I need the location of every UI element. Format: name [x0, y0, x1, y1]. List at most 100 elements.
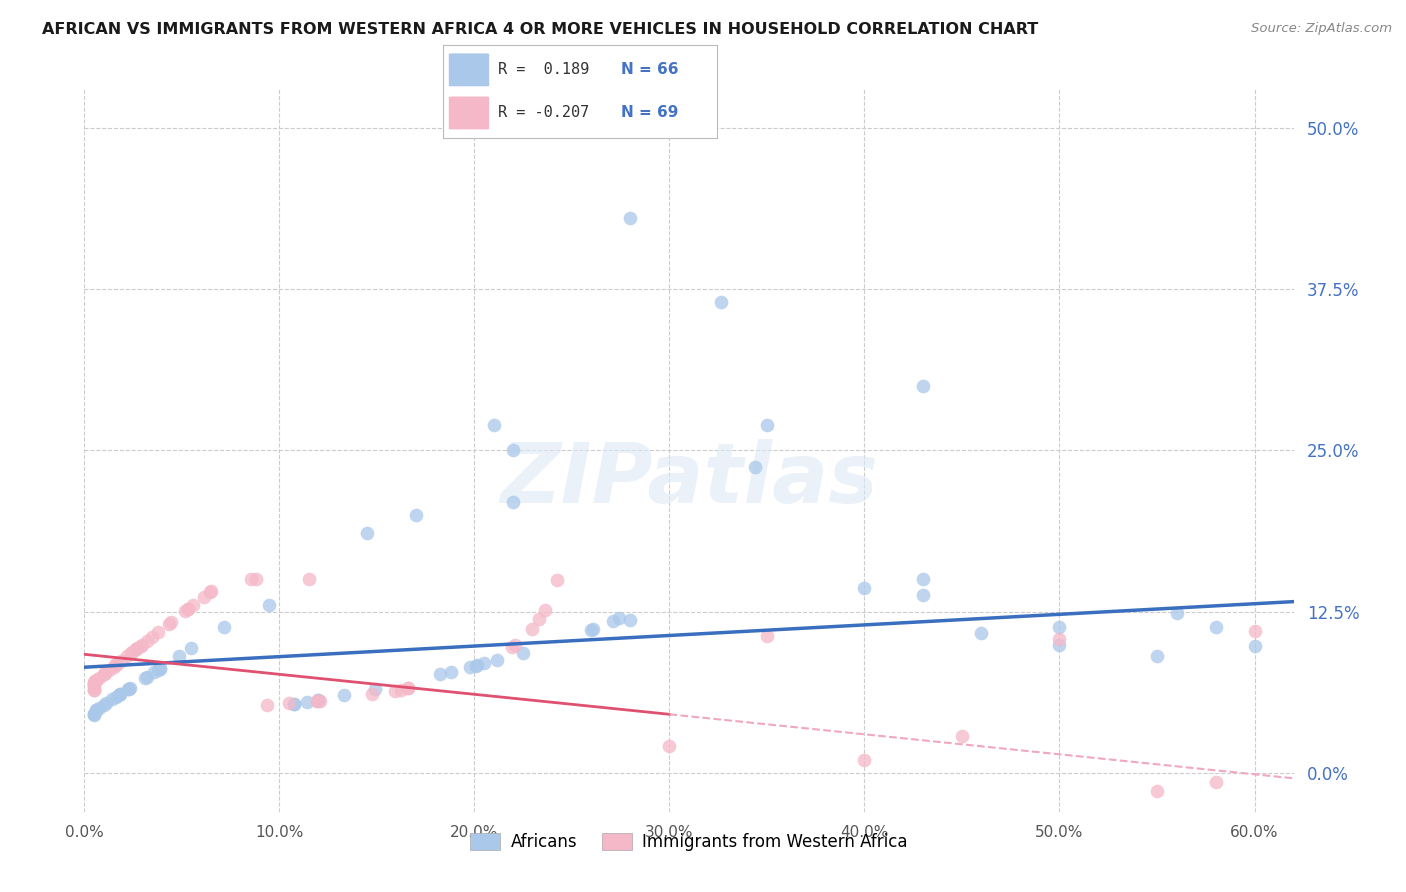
Point	[93, 666, 115, 681]
Point	[131, 638, 153, 652]
Point	[174, 604, 197, 618]
Point	[83, 683, 105, 698]
Point	[212, 620, 235, 634]
Point	[83, 677, 105, 691]
Point	[93, 667, 115, 681]
Point	[93, 698, 115, 712]
Point	[183, 598, 205, 612]
Point	[579, 623, 602, 637]
Point	[142, 665, 165, 680]
Point	[582, 622, 605, 636]
Point	[307, 694, 329, 708]
Point	[502, 495, 524, 509]
Point	[94, 696, 117, 710]
Point	[529, 612, 551, 626]
Point	[83, 676, 105, 690]
Point	[125, 642, 148, 657]
Point	[87, 671, 110, 685]
Point	[108, 688, 131, 702]
Point	[135, 634, 157, 648]
Point	[104, 658, 127, 673]
Point	[117, 681, 139, 696]
Point	[149, 661, 172, 675]
Point	[127, 641, 149, 656]
Point	[135, 670, 157, 684]
Point	[333, 688, 356, 702]
Point	[134, 671, 156, 685]
Point	[384, 683, 406, 698]
Point	[240, 573, 263, 587]
Point	[1146, 648, 1168, 663]
Point	[396, 681, 419, 695]
Point	[482, 417, 505, 432]
Point	[356, 526, 378, 541]
Point	[83, 683, 105, 698]
Point	[98, 663, 121, 677]
Text: AFRICAN VS IMMIGRANTS FROM WESTERN AFRICA 4 OR MORE VEHICLES IN HOUSEHOLD CORREL: AFRICAN VS IMMIGRANTS FROM WESTERN AFRIC…	[42, 22, 1039, 37]
Point	[658, 739, 681, 753]
Point	[103, 659, 125, 673]
Point	[405, 508, 427, 522]
Point	[533, 603, 555, 617]
Point	[439, 665, 461, 679]
Point	[141, 630, 163, 644]
Text: R =  0.189: R = 0.189	[498, 62, 589, 78]
Point	[121, 645, 143, 659]
Point	[950, 729, 973, 743]
Point	[465, 658, 488, 673]
Point	[1243, 639, 1265, 653]
Point	[94, 666, 117, 681]
Point	[83, 706, 105, 721]
Point	[245, 573, 267, 587]
Point	[1049, 620, 1071, 634]
Point	[105, 657, 128, 671]
Point	[104, 690, 127, 704]
Point	[83, 679, 105, 693]
Point	[755, 629, 778, 643]
Point	[177, 601, 200, 615]
Point	[176, 602, 198, 616]
Point	[485, 653, 508, 667]
Point	[193, 590, 215, 604]
Point	[1205, 774, 1227, 789]
Point	[84, 703, 107, 717]
Point	[458, 660, 481, 674]
Point	[307, 692, 329, 706]
Point	[472, 657, 495, 671]
Point	[305, 694, 328, 708]
Point	[83, 674, 105, 689]
Point	[110, 654, 132, 668]
Point	[148, 624, 170, 639]
Point	[83, 707, 105, 722]
Point	[1166, 607, 1188, 621]
Point	[467, 658, 489, 673]
Point	[200, 584, 222, 599]
Point	[157, 616, 180, 631]
Point	[546, 573, 568, 587]
Point	[429, 667, 451, 681]
Point	[125, 641, 148, 656]
Point	[84, 673, 107, 688]
Point	[101, 692, 124, 706]
Point	[129, 639, 152, 653]
Point	[970, 626, 993, 640]
Point	[257, 599, 280, 613]
Point	[89, 701, 111, 715]
Point	[146, 663, 169, 677]
Point	[619, 613, 641, 627]
Point	[396, 681, 419, 695]
Point	[363, 681, 385, 696]
Point	[607, 611, 630, 625]
Point	[105, 657, 128, 672]
Point	[309, 694, 332, 708]
Point	[307, 692, 329, 706]
Point	[1146, 784, 1168, 798]
Point	[118, 681, 141, 695]
Point	[200, 584, 222, 599]
Legend: Africans, Immigrants from Western Africa: Africans, Immigrants from Western Africa	[464, 826, 914, 857]
Point	[84, 673, 107, 688]
Point	[108, 687, 131, 701]
Point	[83, 675, 105, 690]
Point	[83, 707, 105, 722]
Point	[1205, 620, 1227, 634]
